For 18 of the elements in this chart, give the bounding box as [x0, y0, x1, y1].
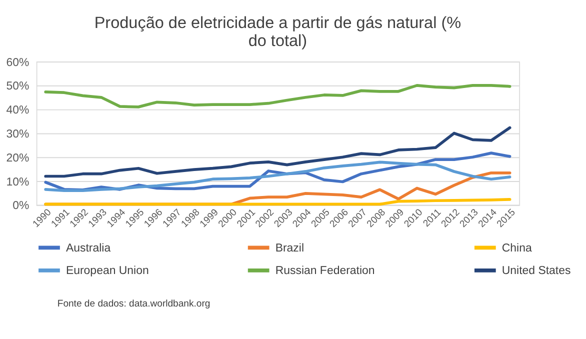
y-tick-label: 20%: [6, 152, 30, 164]
legend-label: China: [502, 242, 532, 255]
y-tick-label: 30%: [6, 128, 30, 141]
y-tick-label: 40%: [6, 104, 30, 117]
y-tick-label: 60%: [6, 56, 30, 69]
legend-label: United States: [502, 265, 571, 278]
chart-title: Produção de eletricidade a partir de gás natural (% do total): [94, 14, 462, 50]
line-series: [44, 84, 512, 108]
legend-label: Brazil: [275, 242, 304, 255]
legend-label: Russian Federation: [275, 265, 375, 278]
y-tick-label: 0%: [12, 200, 30, 212]
y-tick-label: 10%: [6, 176, 30, 188]
source-note: Fonte de dados: data.worldbank.org: [57, 298, 210, 310]
line-series: [44, 160, 512, 192]
y-tick-label: 50%: [6, 80, 30, 93]
legend-label: Australia: [66, 242, 112, 255]
line-series: [44, 126, 512, 178]
legend-label: European Union: [66, 265, 149, 278]
